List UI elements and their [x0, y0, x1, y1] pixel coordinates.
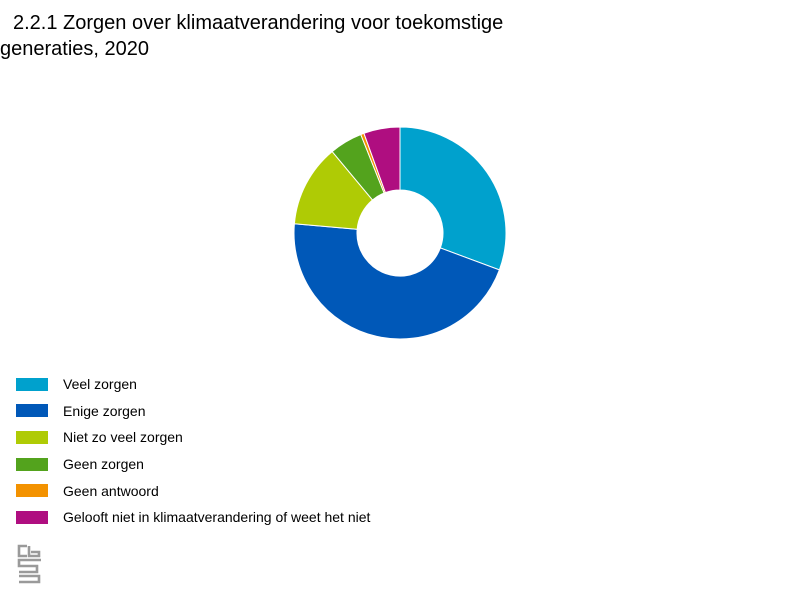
donut-slice-6[interactable] [363, 126, 401, 194]
legend-swatch [16, 377, 48, 391]
donut-slice-1[interactable] [399, 126, 507, 271]
chart-title-line: 2.2.1 Zorgen over klimaatverandering voo… [13, 12, 504, 34]
legend-swatch [16, 404, 48, 418]
chart-legend: Veel zorgen Enige zorgen Niet zo veel zorg… [16, 371, 370, 531]
legend-swatch [16, 510, 48, 524]
legend-item-4[interactable]: Geen zorgen [16, 451, 370, 478]
legend-item-2[interactable]: Enige zorgen [16, 398, 370, 425]
legend-swatch [16, 430, 48, 444]
legend-label: Veel zorgen [63, 376, 137, 393]
legend-label: Enige zorgen [63, 402, 146, 419]
legend-label: Niet zo veel zorgen [63, 429, 183, 446]
legend-swatch [16, 457, 48, 471]
legend-label: Geen antwoord [63, 482, 159, 499]
legend-item-3[interactable]: Niet zo veel zorgen [16, 424, 370, 451]
legend-item-5[interactable]: Geen antwoord [16, 477, 370, 504]
donut-chart [293, 126, 507, 340]
legend-item-6[interactable]: Gelooft niet in klimaatverandering of we… [16, 504, 370, 531]
legend-label: Gelooft niet in klimaatverandering of we… [63, 509, 371, 526]
donut-slice-2[interactable] [293, 223, 501, 340]
legend-item-1[interactable]: Veel zorgen [16, 371, 370, 398]
legend-label: Geen zorgen [63, 456, 144, 473]
chart-title: 2.2.1 Zorgen over klimaatverandering voo… [0, 10, 600, 62]
chart-subtitle-line: generaties, 2020 [0, 38, 150, 60]
cbs-logo-icon [17, 544, 41, 584]
legend-swatch [16, 484, 48, 498]
